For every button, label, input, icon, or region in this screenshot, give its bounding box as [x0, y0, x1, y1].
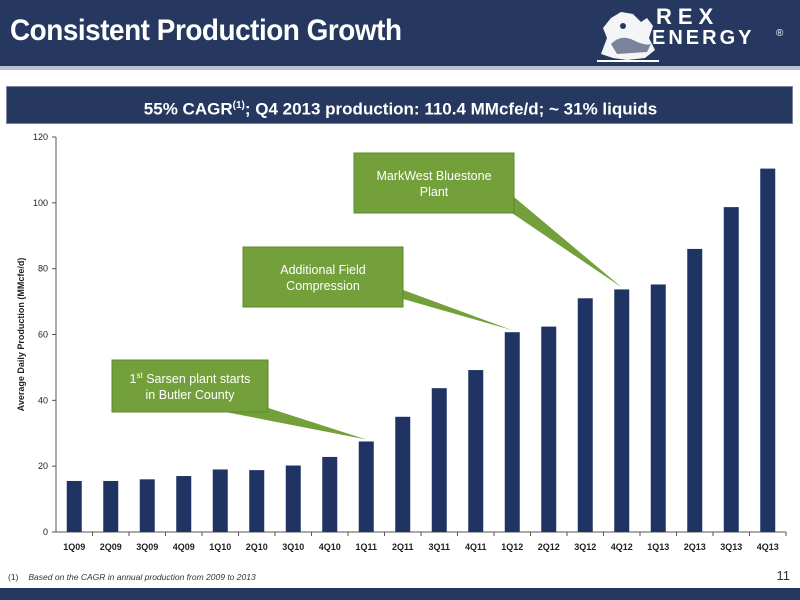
bar	[431, 388, 447, 532]
subtitle-sup: (1)	[232, 100, 245, 111]
x-tick-label: 2Q09	[100, 542, 122, 552]
callout-pointer	[395, 287, 513, 331]
x-tick-label: 2Q13	[684, 542, 706, 552]
bar	[66, 480, 82, 532]
y-tick-label: 60	[38, 330, 48, 340]
callout-box	[242, 246, 404, 308]
bar	[358, 441, 374, 532]
bar	[723, 207, 739, 533]
bar	[614, 289, 630, 532]
callout-text-rest: Sarsen plant starts	[143, 372, 251, 386]
bar	[249, 470, 265, 532]
x-tick-label: 1Q13	[647, 542, 669, 552]
bar	[504, 332, 520, 532]
bar	[650, 284, 666, 532]
header-bar	[0, 0, 800, 66]
y-tick-label: 20	[38, 461, 48, 471]
footnote: (1) Based on the CAGR in annual productio…	[8, 572, 256, 582]
bar	[687, 248, 703, 532]
x-tick-label: 1Q10	[209, 542, 231, 552]
callout-superscript: st	[137, 371, 144, 380]
header-divider	[0, 66, 800, 70]
x-tick-label: 3Q13	[720, 542, 742, 552]
x-tick-label: 2Q10	[246, 542, 268, 552]
subtitle-text: 55% CAGR(1); Q4 2013 production: 110.4 M…	[7, 87, 794, 125]
callout-text: 1	[130, 372, 137, 386]
y-tick-label: 120	[33, 132, 48, 142]
callout-line1: MarkWest Bluestone	[376, 169, 491, 183]
x-tick-label: 4Q11	[465, 542, 487, 552]
callout-line1: Additional Field	[280, 263, 366, 277]
callout-box	[111, 359, 269, 413]
bar	[395, 416, 411, 532]
subtitle-rest: ; Q4 2013 production: 110.4 MMcfe/d; ~ 3…	[244, 99, 658, 119]
x-tick-label: 4Q13	[757, 542, 779, 552]
page-number: 11	[776, 568, 791, 583]
callout-line2: in Butler County	[146, 388, 236, 402]
y-tick-label: 100	[33, 198, 48, 208]
x-tick-label: 1Q09	[63, 542, 85, 552]
bar	[468, 370, 484, 532]
rex-energy-logo	[597, 12, 659, 62]
footnote-text: Based on the CAGR in annual production f…	[28, 572, 256, 582]
bar	[577, 298, 593, 532]
callout-line2: Plant	[420, 185, 449, 199]
subtitle-banner: 55% CAGR(1); Q4 2013 production: 110.4 M…	[6, 86, 793, 124]
bar	[760, 168, 776, 532]
page-title: Consistent Production Growth	[10, 14, 402, 47]
x-tick-label: 1Q11	[355, 542, 377, 552]
bar	[139, 479, 155, 532]
x-tick-label: 4Q12	[611, 542, 633, 552]
bar	[541, 326, 557, 532]
bar	[285, 465, 301, 532]
callout-line2: Compression	[286, 279, 360, 293]
bar	[103, 480, 119, 532]
callout-line1: 1st Sarsen plant starts	[130, 371, 251, 386]
x-tick-label: 4Q10	[319, 542, 341, 552]
x-tick-label: 2Q11	[392, 542, 414, 552]
bar	[322, 456, 338, 532]
registered-mark: ®	[776, 28, 784, 39]
y-tick-label: 40	[38, 395, 48, 405]
bar	[212, 469, 228, 532]
callout-text: MarkWest Bluestone	[376, 169, 491, 183]
x-tick-label: 4Q09	[173, 542, 195, 552]
y-tick-label: 80	[38, 264, 48, 274]
x-tick-label: 3Q09	[136, 542, 158, 552]
x-tick-label: 3Q12	[574, 542, 596, 552]
callout-pointer	[215, 406, 367, 440]
bar	[176, 476, 192, 532]
x-tick-label: 3Q11	[428, 542, 450, 552]
subtitle-main: 55% CAGR	[143, 99, 233, 119]
footnote-number: (1)	[8, 572, 19, 582]
y-axis-label: Average Daily Production (MMcfe/d)	[16, 258, 26, 412]
logo-text-energy: ENERGY	[652, 27, 755, 49]
production-bar-chart: 0 20 40 60 80 100 120 Average Daily Production …	[16, 132, 787, 552]
x-tick-label: 3Q10	[282, 542, 304, 552]
footer-bar	[0, 588, 800, 600]
y-tick-label: 0	[43, 527, 48, 537]
logo-text-rex: REX	[656, 4, 720, 29]
callout-pointer	[500, 197, 622, 288]
x-tick-label: 1Q12	[501, 542, 523, 552]
callout-box	[353, 152, 515, 214]
callout-text: Additional Field	[280, 263, 366, 277]
x-tick-label: 2Q12	[538, 542, 560, 552]
